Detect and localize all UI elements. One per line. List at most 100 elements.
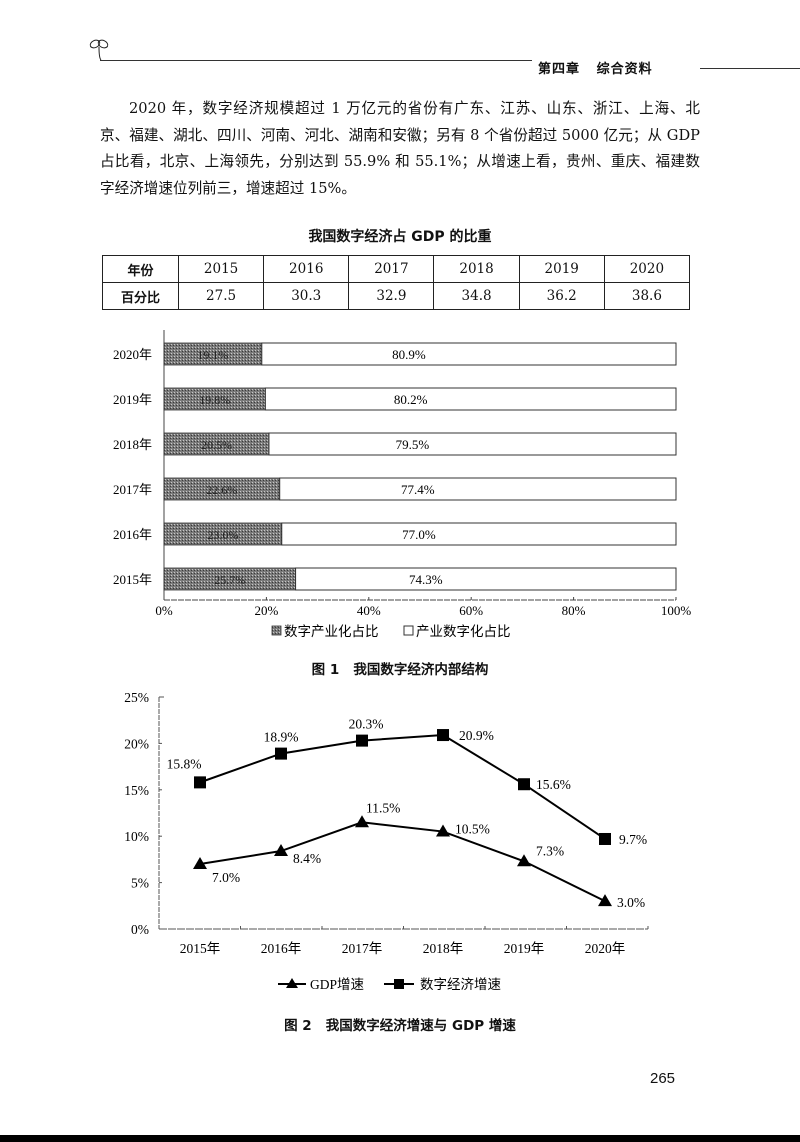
x-tick-label: 40% (357, 603, 381, 618)
table-cell: 36.2 (518, 282, 605, 310)
bar-row: 2020年 19.1% 80.9% (113, 342, 677, 366)
data-label: 15.8% (167, 756, 202, 771)
category-label: 2017年 (113, 482, 152, 497)
table-cell: 2016 (263, 255, 350, 283)
x-tick-label: 2019年 (504, 941, 545, 956)
category-label: 2015年 (113, 572, 152, 587)
bar-row: 2016年 23.0% 77.0% (113, 522, 677, 546)
data-label: 15.6% (536, 777, 571, 792)
bar-segment-industrial-digitization (279, 477, 677, 501)
bar-value-label: 20.5% (201, 438, 232, 452)
legend-label: 数字经济增速 (420, 977, 501, 992)
x-tick-label: 2017年 (342, 941, 383, 956)
y-tick-label: 15% (124, 783, 149, 798)
triangle-marker-icon (355, 815, 369, 828)
header-rule-left (100, 60, 532, 61)
data-label: 8.4% (293, 851, 321, 866)
legend-square-icon (394, 979, 404, 989)
table-cell: 2017 (348, 255, 435, 283)
figure1-caption: 图 1 我国数字经济内部结构 (311, 662, 489, 678)
x-tick-label: 20% (254, 603, 278, 618)
paragraph-text: 2020 年，数字经济规模超过 1 万亿元的省份有广东、江苏、山东、浙江、上海、… (100, 100, 700, 197)
x-tick-label: 2015年 (180, 941, 221, 956)
page-number: 265 (650, 1070, 676, 1087)
legend-swatch-empty-icon (403, 625, 414, 636)
gdp-share-table: 年份 2015 2016 2017 2018 2019 2020 百分比 27.… (102, 255, 691, 310)
y-tick-label: 5% (131, 876, 149, 891)
square-marker-icon (518, 778, 530, 791)
table-cell: 32.9 (348, 282, 435, 310)
table-cell: 2019 (518, 255, 605, 283)
data-label: 20.9% (459, 728, 494, 743)
growth-rate-line-chart: 0% 5% 10% 15% 20% 25% 2015年 2016年 2017年 2018年 2019… (124, 690, 649, 992)
scan-border (0, 1135, 800, 1142)
legend-label: GDP增速 (310, 977, 364, 992)
data-label: 20.3% (349, 717, 384, 732)
digital-economy-structure-chart: 0% 20% 40% 60% 80% 100% 2020年 19.1% 80.9% 2019年 19… (113, 330, 692, 639)
row-header-year: 年份 (102, 255, 179, 283)
bar-segment-industrial-digitization (268, 432, 677, 456)
data-label: 7.0% (212, 870, 240, 885)
sprout-ornament-icon (89, 39, 109, 61)
bar-row: 2019年 19.8% 80.2% (113, 387, 677, 411)
x-tick-label: 2020年 (585, 941, 626, 956)
table-title: 我国数字经济占 GDP 的比重 (308, 229, 492, 245)
category-label: 2018年 (113, 437, 152, 452)
table-row-percentage: 百分比 27.5 30.3 32.9 34.8 36.2 38.6 (102, 282, 691, 310)
data-label: 11.5% (366, 800, 400, 815)
square-marker-icon (599, 832, 611, 845)
data-label: 7.3% (536, 843, 564, 858)
y-tick-label: 20% (124, 736, 149, 751)
y-tick-label: 25% (124, 690, 149, 705)
triangle-marker-icon (193, 857, 207, 870)
square-marker-icon (356, 734, 368, 747)
bar-value-label: 25.7% (214, 573, 245, 587)
bar-row: 2015年 25.7% 74.3% (113, 567, 677, 591)
x-tick-label: 80% (562, 603, 586, 618)
legend-label: 数字产业化占比 (284, 624, 379, 639)
category-label: 2019年 (113, 392, 152, 407)
bar-row: 2017年 22.6% 77.4% (113, 477, 677, 501)
bar-value-label: 22.6% (206, 483, 237, 497)
table-cell: 38.6 (603, 282, 691, 310)
header-rule-right (700, 68, 800, 69)
digital-economy-growth-line (199, 734, 606, 840)
y-tick-label: 10% (124, 829, 149, 844)
x-tick-label: 2018年 (423, 941, 464, 956)
category-label: 2016年 (113, 527, 152, 542)
running-header-title: 第四章 综合资料 (538, 62, 653, 77)
figure2-caption: 图 2 我国数字经济增速与 GDP 增速 (284, 1018, 516, 1034)
legend-triangle-icon (286, 978, 298, 988)
y-tick-label: 0% (131, 922, 149, 937)
x-tick-label: 60% (459, 603, 483, 618)
table-cell: 30.3 (263, 282, 350, 310)
bar-segment-industrial-digitization (295, 567, 677, 591)
triangle-marker-icon (436, 824, 450, 837)
table-cell: 2015 (177, 255, 265, 283)
square-marker-icon (437, 729, 449, 742)
x-tick-label: 0% (155, 603, 173, 618)
triangle-marker-icon (598, 894, 612, 907)
chart-legend: GDP增速 数字经济增速 (278, 977, 501, 992)
bar-value-label: 74.3% (409, 572, 443, 587)
bar-value-label: 80.2% (394, 392, 428, 407)
data-label: 3.0% (617, 895, 645, 910)
table-cell: 27.5 (177, 282, 265, 310)
table-row-year: 年份 2015 2016 2017 2018 2019 2020 (102, 255, 691, 283)
bar-row: 2018年 20.5% 79.5% (113, 432, 677, 456)
square-marker-icon (275, 747, 287, 760)
bar-segment-industrial-digitization (264, 387, 677, 411)
legend-swatch-filled-icon (271, 625, 282, 636)
table-cell: 2020 (603, 255, 691, 283)
triangle-marker-icon (274, 844, 288, 857)
data-label: 9.7% (619, 832, 647, 847)
bar-segment-industrial-digitization (281, 522, 677, 546)
bar-value-label: 19.8% (199, 393, 230, 407)
category-label: 2020年 (113, 347, 152, 362)
data-label: 18.9% (264, 730, 299, 745)
x-tick-label: 2016年 (261, 941, 302, 956)
bar-value-label: 77.0% (402, 527, 436, 542)
x-tick-label: 100% (661, 603, 692, 618)
body-paragraph: 2020 年，数字经济规模超过 1 万亿元的省份有广东、江苏、山东、浙江、上海、… (100, 96, 700, 202)
gdp-growth-line (199, 821, 606, 903)
